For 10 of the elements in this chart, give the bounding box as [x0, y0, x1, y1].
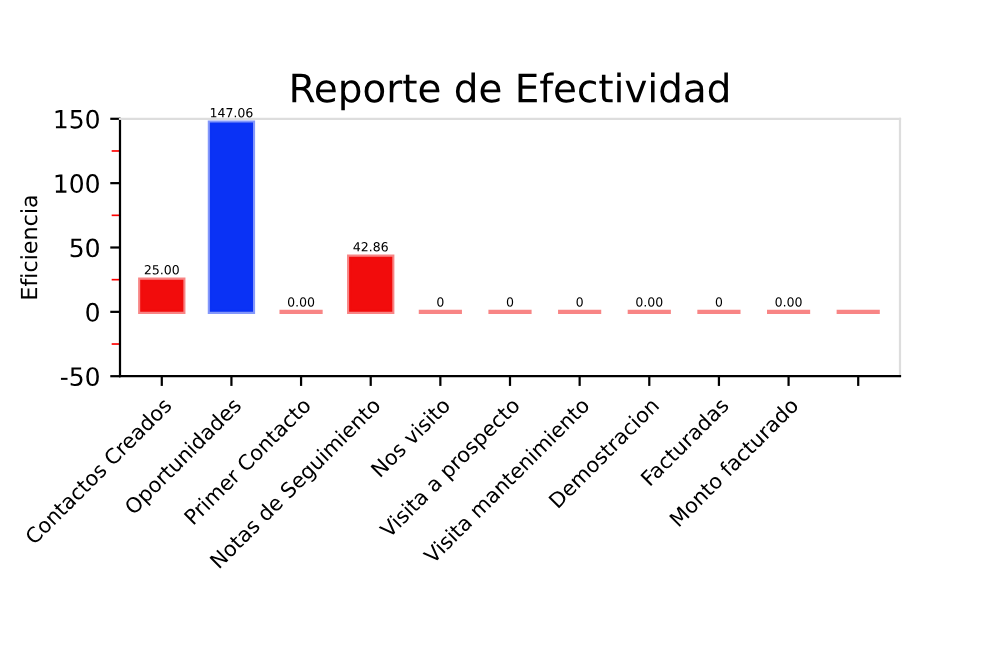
y-tick-label: -50 [60, 367, 99, 387]
bar [347, 254, 395, 314]
y-tick-label: 50 [70, 238, 99, 258]
bar [207, 120, 256, 314]
y-tick-label: 150 [55, 109, 99, 129]
y-tick-label: 100 [55, 174, 99, 193]
chart-title: Reporte de Efectividad [292, 72, 728, 111]
y-tick-label: 0 [86, 302, 99, 322]
bar [138, 277, 186, 314]
y-axis-title: Eficiencia [20, 196, 38, 299]
